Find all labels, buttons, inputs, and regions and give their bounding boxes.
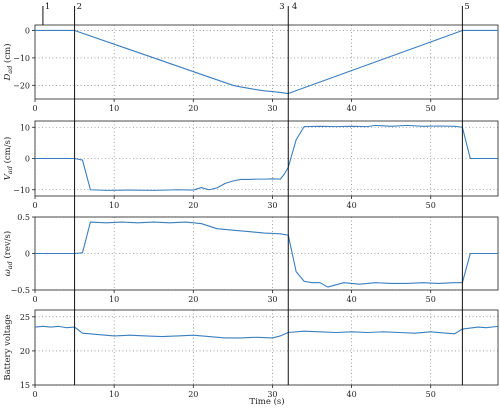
- panel-frame: [34, 309, 499, 386]
- x-tick-label: 40: [346, 390, 356, 399]
- x-tick-label: 30: [267, 295, 277, 304]
- y-tick-label: 20: [20, 347, 30, 356]
- x-tick-label: 20: [188, 201, 198, 210]
- y-axis-label: Dad (cm): [2, 43, 14, 81]
- y-axis-label: ωad (rev/s): [2, 231, 14, 276]
- series-line: [35, 124, 498, 191]
- y-tick-label: 0: [25, 250, 30, 259]
- panel-frame: [34, 24, 499, 100]
- x-tick-label: 10: [109, 201, 119, 210]
- y-tick-label: 15: [20, 381, 30, 390]
- series-line: [35, 29, 498, 95]
- y-tick-label: 0: [25, 155, 30, 164]
- event-label: 5: [464, 2, 469, 12]
- panel-1: −20 −10 0 0 10 20 30 40 50 Dad (cm): [2, 24, 499, 113]
- x-tick-label: 40: [346, 201, 356, 210]
- y-axis-label: Vad (cm/s): [2, 137, 14, 181]
- x-tick-label: 0: [32, 104, 37, 113]
- y-tick-label: 0: [25, 26, 30, 35]
- x-tick-label: 10: [109, 390, 119, 399]
- x-tick-label: 10: [109, 295, 119, 304]
- x-tick-label: 30: [267, 390, 277, 399]
- x-tick-label: 20: [188, 104, 198, 113]
- event-label: 2: [77, 2, 82, 12]
- y-tick-label: 25: [20, 313, 30, 322]
- x-tick-label: 50: [426, 104, 436, 113]
- x-tick-label: 50: [426, 295, 436, 304]
- x-tick-label: 20: [188, 295, 198, 304]
- series-line: [35, 221, 498, 288]
- y-tick-label: 0.5: [17, 213, 30, 222]
- x-tick-label: 40: [346, 295, 356, 304]
- y-tick-label: 10: [20, 123, 30, 132]
- x-tick-label: 40: [346, 104, 356, 113]
- x-tick-label: 0: [32, 295, 37, 304]
- event-label: 3: [279, 2, 284, 12]
- x-tick-label: 0: [32, 390, 37, 399]
- x-tick-label: 10: [109, 104, 119, 113]
- x-tick-label: 30: [267, 201, 277, 210]
- panel-4: 15 20 25 0 10 20 30 40 50 Battery voltage: [3, 309, 499, 399]
- x-tick-label: 50: [426, 201, 436, 210]
- event-label: 1: [45, 2, 50, 12]
- y-tick-label: −20: [13, 81, 30, 90]
- y-tick-label: −10: [13, 54, 30, 63]
- series-line: [34, 325, 499, 339]
- event-label: 4: [292, 2, 297, 12]
- x-tick-label: 30: [267, 104, 277, 113]
- y-axis-label: Battery voltage: [3, 314, 13, 380]
- x-axis-label: Time (s): [249, 396, 284, 407]
- x-tick-label: 50: [426, 390, 436, 399]
- x-tick-label: 20: [188, 390, 198, 399]
- y-tick-label: −10: [13, 186, 30, 195]
- x-tick-label: 0: [32, 201, 37, 210]
- y-tick-label: −0.5: [11, 286, 30, 295]
